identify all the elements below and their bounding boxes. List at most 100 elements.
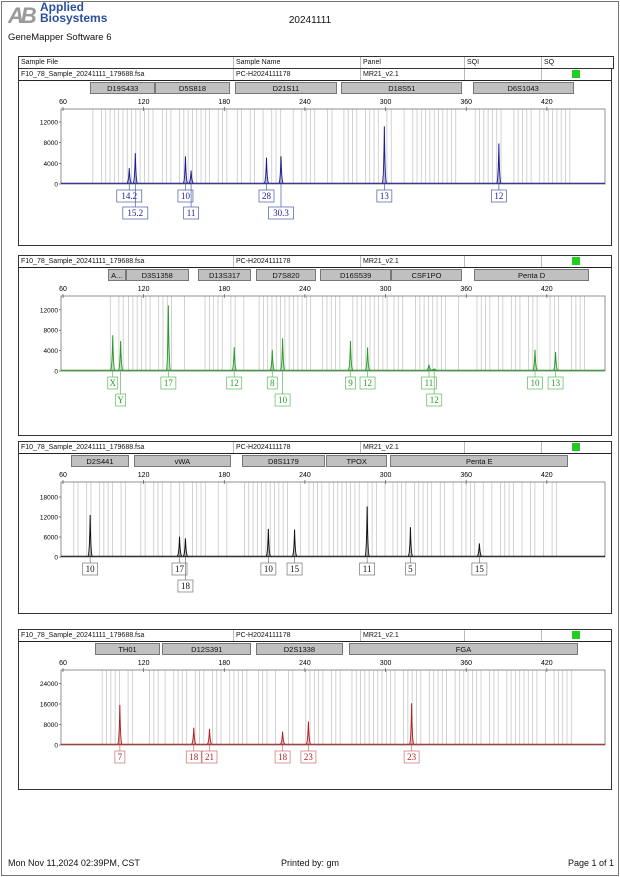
- peak: [231, 347, 237, 371]
- peak: [117, 704, 123, 745]
- allele-label: 11: [363, 564, 372, 574]
- locus-d19s433[interactable]: D19S433: [90, 82, 156, 94]
- y-tick-label: 16000: [40, 701, 58, 708]
- allele-label: 28: [262, 191, 272, 201]
- print-date: Mon Nov 11,2024 02:39PM, CST: [8, 858, 140, 868]
- sq-cell: [541, 69, 611, 80]
- plot-red: 60 120 180 240 300 360 420 0 8000 16000 24000 7 18 21…: [40, 660, 606, 764]
- allele-label: 11: [425, 378, 434, 388]
- x-tick-label: 300: [380, 472, 392, 479]
- sample-file: F10_78_Sample_20241111_179688.fsa: [21, 444, 145, 451]
- x-tick-label: 240: [299, 99, 311, 106]
- plot-green: 60 120 180 240 300 360 420 0 4000 8000 12000 XY 17 12…: [40, 286, 606, 407]
- report-title: 20241111: [288, 15, 332, 26]
- peak: [279, 338, 286, 371]
- locus-d2s1338[interactable]: D2S1338: [255, 643, 344, 655]
- sq-cell: [541, 630, 611, 641]
- sample-row: F10_78_Sample_20241111_179688.fsa PC-H202…: [19, 442, 611, 454]
- electropherogram-panel-yellow: F10_78_Sample_20241111_179688.fsa PC-H202…: [18, 441, 612, 614]
- locus-vwa[interactable]: vWA: [133, 455, 231, 467]
- y-tick-label: 4000: [44, 161, 59, 168]
- allele-label: 12: [494, 191, 503, 201]
- allele-label: 18: [181, 581, 191, 591]
- allele-label: 8: [270, 378, 275, 388]
- allele-label-box: [274, 750, 291, 764]
- allele-label: 15: [290, 564, 300, 574]
- locus-d2s441[interactable]: D2S441: [71, 455, 129, 467]
- logo-line1: Applied: [40, 0, 84, 14]
- locus-d13s317[interactable]: D13S317: [198, 269, 252, 281]
- allele-label: 12: [363, 378, 372, 388]
- peak: [126, 168, 132, 184]
- y-tick-label: 12000: [40, 515, 58, 522]
- peak: [347, 341, 354, 371]
- allele-label-box: [300, 750, 317, 764]
- software-name: GeneMapper Software 6: [8, 32, 112, 43]
- locus-d18s51[interactable]: D18S51: [341, 82, 463, 94]
- locus-fga[interactable]: FGA: [349, 643, 578, 655]
- allele-label: 10: [531, 378, 541, 388]
- y-tick-label: 24000: [40, 681, 58, 688]
- col-panel: Panel: [360, 57, 464, 68]
- locus-d6s1043[interactable]: D6S1043: [472, 82, 574, 94]
- applied-biosystems-logo: AB: [8, 3, 37, 28]
- x-tick-label: 120: [138, 99, 150, 106]
- peak: [496, 143, 502, 184]
- peak: [431, 368, 437, 371]
- allele-label: 17: [164, 378, 174, 388]
- peak: [269, 349, 275, 371]
- y-tick-label: 8000: [44, 140, 59, 147]
- locus-csf1po[interactable]: CSF1PO: [391, 269, 462, 281]
- peak: [476, 543, 482, 557]
- locus-d16s539[interactable]: D16S539: [319, 269, 392, 281]
- x-tick-label: 120: [138, 472, 150, 479]
- y-tick-label: 0: [54, 555, 58, 562]
- allele-label: Y: [117, 395, 124, 405]
- peak: [408, 703, 415, 745]
- plot-frame: [60, 481, 606, 558]
- x-tick-label: 360: [460, 99, 472, 106]
- peak: [182, 156, 189, 184]
- logo-line2: Biosystems: [40, 11, 108, 25]
- peak: [305, 721, 312, 745]
- x-tick-label: 60: [59, 472, 67, 479]
- y-tick-label: 8000: [44, 328, 59, 335]
- sample-name: PC-H2024111178: [233, 69, 360, 80]
- col-sample-file: Sample File: [21, 59, 58, 66]
- allele-label-box: [359, 376, 376, 390]
- allele-label: 17: [175, 564, 185, 574]
- peak: [188, 170, 194, 184]
- x-tick-label: 120: [138, 286, 150, 293]
- locus-th01[interactable]: TH01: [95, 643, 160, 655]
- allele-label: 15: [475, 564, 485, 574]
- x-tick-label: 180: [218, 99, 230, 106]
- x-tick-label: 240: [299, 286, 311, 293]
- y-tick-label: 0: [54, 743, 58, 750]
- allele-label-box: [471, 562, 488, 576]
- locus-d5s818[interactable]: D5S818: [155, 82, 230, 94]
- y-tick-label: 6000: [44, 535, 59, 542]
- peak: [191, 727, 197, 745]
- x-tick-label: 180: [218, 660, 230, 667]
- peak: [552, 351, 559, 371]
- x-tick-label: 420: [541, 99, 553, 106]
- locus-tpox[interactable]: TPOX: [326, 455, 387, 467]
- allele-label: 13: [551, 378, 561, 388]
- locus-a[interactable]: A...: [107, 269, 126, 281]
- electropherogram-panel-green: F10_78_Sample_20241111_179688.fsa PC-H202…: [18, 255, 612, 436]
- sqi-value: [464, 442, 541, 453]
- locus-d7s820[interactable]: D7S820: [256, 269, 316, 281]
- sqi-value: [464, 630, 541, 641]
- locus-pentad[interactable]: Penta D: [474, 269, 589, 281]
- peak: [278, 156, 284, 184]
- locus-d8s1179[interactable]: D8S1179: [241, 455, 326, 467]
- locus-pentae[interactable]: Penta E: [390, 455, 569, 467]
- allele-label-box: [115, 393, 127, 407]
- locus-d21s11[interactable]: D21S11: [234, 82, 338, 94]
- locus-d12s391[interactable]: D12S391: [162, 643, 252, 655]
- y-tick-label: 0: [54, 369, 58, 376]
- sample-row: F10_78_Sample_20241111_179688.fsa PC-H202…: [19, 256, 611, 268]
- allele-label-box: [268, 206, 294, 220]
- sample-row: F10_78_Sample_20241111_179688.fsa PC-H202…: [19, 630, 611, 642]
- locus-d3s1358[interactable]: D3S1358: [125, 269, 189, 281]
